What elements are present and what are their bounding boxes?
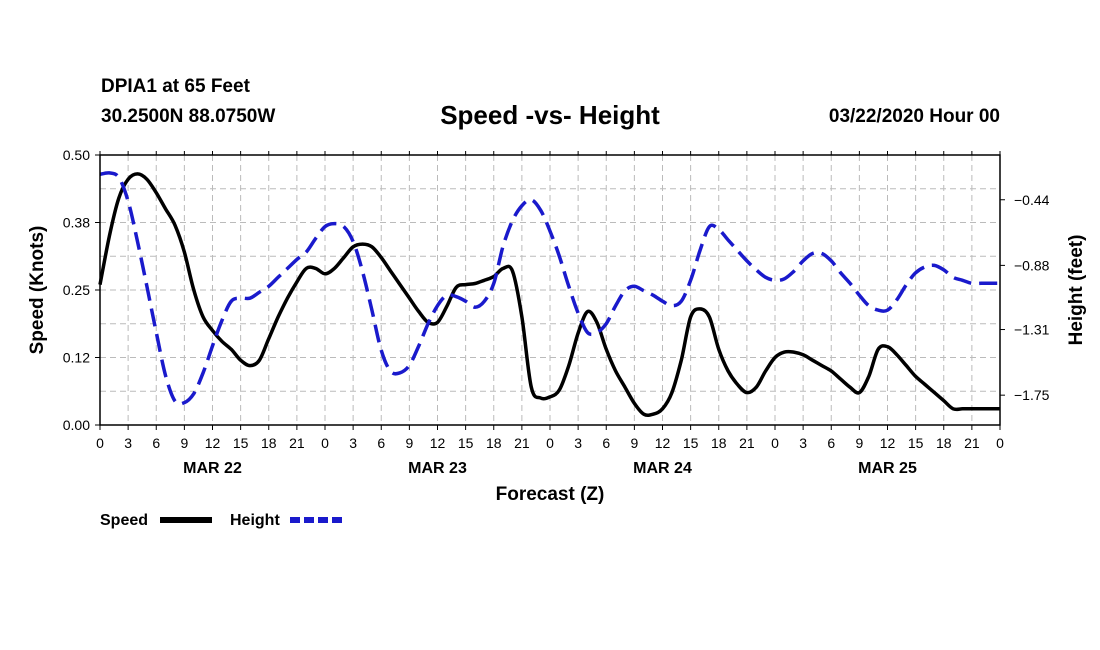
x-tick-label: 6 [377,435,385,451]
y2-tick-label: −0.44 [1014,192,1050,208]
legend: Speed Height [100,512,342,529]
x-tick-label: 6 [827,435,835,451]
x-tick-label: 9 [855,435,863,451]
x-tick-label: 0 [96,435,104,451]
y2-tick-label: −0.88 [1014,257,1050,273]
day-label: MAR 24 [633,460,692,477]
x-tick-label: 0 [771,435,779,451]
x-tick-label: 18 [486,435,502,451]
forecast-datetime: 03/22/2020 Hour 00 [828,106,1000,127]
x-tick-label: 18 [936,435,952,451]
x-tick-label: 3 [349,435,357,451]
y-tick-label: 0.50 [63,147,90,163]
station-label: DPIA1 at 65 Feet [101,76,250,97]
x-tick-label: 15 [233,435,249,451]
y2-tick-label: −1.75 [1014,387,1050,403]
legend-speed-label: Speed [100,512,148,529]
day-label: MAR 22 [183,460,242,477]
x-tick-label: 15 [458,435,474,451]
day-label: MAR 25 [858,460,917,477]
x-tick-label: 21 [289,435,305,451]
height-series-line [99,171,1000,406]
speed-series-line [98,172,1000,417]
x-tick-label: 9 [630,435,638,451]
x-tick-label: 21 [964,435,980,451]
y2-axis-label: Height (feet) [1066,235,1087,346]
y-tick-label: 0.12 [63,350,90,366]
x-tick-label: 21 [514,435,530,451]
x-tick-label: 6 [602,435,610,451]
chart-title: Speed -vs- Height [440,100,660,130]
y-tick-label: 0.25 [63,282,90,298]
x-tick-label: 12 [880,435,896,451]
x-axis-label: Forecast (Z) [496,484,605,505]
axes: 0 3 6 9 12 15 18 21 0 3 6 9 12 15 18 21 0 3 6 9 12 15 18 21 0 3 6 9… [63,147,1050,477]
x-tick-label: 12 [430,435,446,451]
x-tick-label: 3 [799,435,807,451]
x-tick-label: 9 [180,435,188,451]
x-tick-label: 15 [683,435,699,451]
x-tick-label: 6 [152,435,160,451]
x-tick-label: 3 [124,435,132,451]
y2-tick-label: −1.31 [1014,322,1050,338]
day-label: MAR 23 [408,460,467,477]
x-tick-label: 0 [546,435,554,451]
x-tick-label: 12 [205,435,221,451]
y-tick-label: 0.00 [63,417,90,433]
y-tick-label: 0.38 [63,215,90,231]
grid [100,155,1000,425]
legend-height-label: Height [230,512,280,529]
x-tick-label: 0 [996,435,1004,451]
latlon-label: 30.2500N 88.0750W [101,106,276,127]
axis-labels: Forecast (Z) Speed (Knots) Height (feet) [27,226,1087,505]
x-tick-label: 15 [908,435,924,451]
y-axis-label: Speed (Knots) [27,226,48,355]
x-tick-label: 18 [711,435,727,451]
series-layer [98,171,1000,417]
x-tick-label: 18 [261,435,277,451]
x-tick-label: 12 [655,435,671,451]
x-tick-label: 9 [405,435,413,451]
x-tick-label: 0 [321,435,329,451]
x-tick-label: 21 [739,435,755,451]
x-tick-label: 3 [574,435,582,451]
